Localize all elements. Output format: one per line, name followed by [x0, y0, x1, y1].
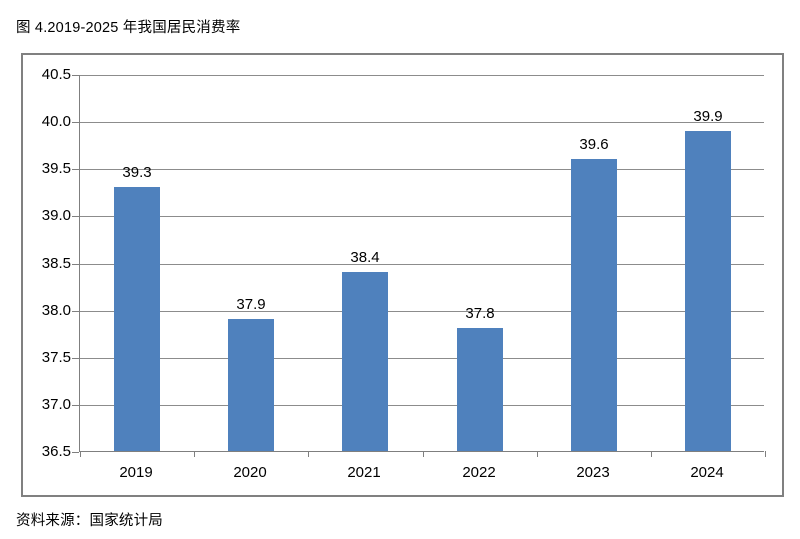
bar-2021 — [342, 272, 388, 451]
bar-2019 — [114, 187, 160, 451]
gridline — [80, 75, 764, 76]
x-axis-tick — [423, 451, 424, 457]
y-axis-tick-label: 38.5 — [41, 255, 71, 272]
bar-value-label: 39.3 — [122, 164, 152, 181]
bar-2023 — [571, 159, 617, 451]
gridline — [80, 216, 764, 217]
gridline — [80, 264, 764, 265]
bar-2024 — [685, 131, 731, 451]
y-axis-tick — [72, 311, 79, 312]
y-axis-tick — [72, 264, 79, 265]
data-source-note: 资料来源：国家统计局 — [16, 513, 163, 529]
y-axis-tick-label: 38.0 — [41, 302, 71, 319]
plot-area: 39.3 37.9 38.4 37.8 39.6 39.9 — [72, 75, 766, 457]
x-axis-label-2022: 2022 — [462, 464, 496, 481]
x-axis-tick — [651, 451, 652, 457]
y-axis-tick — [72, 169, 79, 170]
bar-2020 — [228, 319, 274, 451]
bar-2022 — [457, 328, 503, 451]
y-axis-tick — [72, 452, 79, 453]
y-axis-tick — [72, 75, 79, 76]
chart-frame: 39.3 37.9 38.4 37.8 39.6 39.9 40.5 40.0 39.5 39.… — [21, 53, 784, 497]
y-axis-tick-label: 39.0 — [41, 207, 71, 224]
gridline — [80, 122, 764, 123]
y-axis-tick — [72, 122, 79, 123]
x-axis-tick — [80, 451, 81, 457]
x-axis-label-2021: 2021 — [347, 464, 381, 481]
y-axis-tick-label: 36.5 — [41, 443, 71, 460]
gridline — [80, 311, 764, 312]
y-axis-tick — [72, 405, 79, 406]
y-axis-tick-label: 40.5 — [41, 66, 71, 83]
y-axis-tick-label: 37.0 — [41, 396, 71, 413]
y-axis-tick — [72, 358, 79, 359]
x-axis-tick — [194, 451, 195, 457]
bar-value-label: 39.9 — [693, 108, 723, 125]
figure-title: 图 4.2019-2025 年我国居民消费率 — [16, 20, 241, 36]
bar-value-label: 37.9 — [236, 296, 266, 313]
x-axis-tick — [308, 451, 309, 457]
y-axis-tick-label: 40.0 — [41, 113, 71, 130]
x-axis-tick — [537, 451, 538, 457]
x-axis-label-2019: 2019 — [119, 464, 153, 481]
bar-value-label: 37.8 — [465, 305, 495, 322]
x-axis-tick — [765, 451, 766, 457]
gridline — [80, 405, 764, 406]
bar-value-label: 39.6 — [579, 136, 609, 153]
gridline — [80, 358, 764, 359]
bar-value-label: 38.4 — [350, 249, 380, 266]
y-axis-tick — [72, 216, 79, 217]
x-axis-label-2023: 2023 — [576, 464, 610, 481]
y-axis-tick-label: 37.5 — [41, 349, 71, 366]
x-axis-label-2024: 2024 — [690, 464, 724, 481]
y-axis-tick-label: 39.5 — [41, 160, 71, 177]
x-axis-label-2020: 2020 — [233, 464, 267, 481]
gridline — [80, 169, 764, 170]
